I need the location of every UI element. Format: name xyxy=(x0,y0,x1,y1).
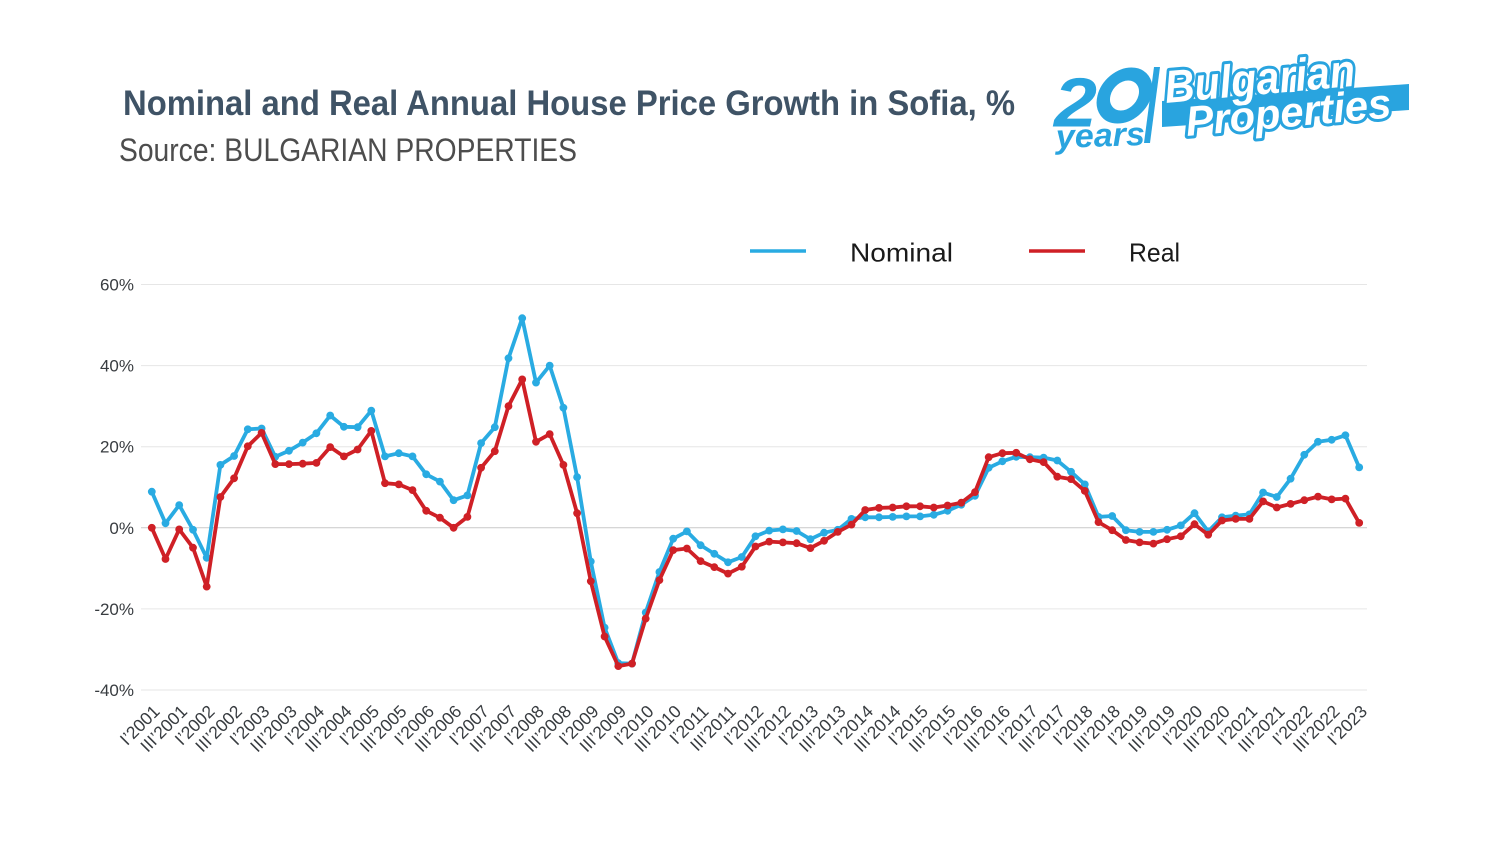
svg-text:40%: 40% xyxy=(100,357,134,376)
svg-text:2: 2 xyxy=(1052,64,1097,142)
svg-text:60%: 60% xyxy=(100,276,134,295)
svg-text:Nominal: Nominal xyxy=(850,238,953,268)
svg-text:20%: 20% xyxy=(100,438,134,457)
svg-text:Source: BULGARIAN PROPERTIES: Source: BULGARIAN PROPERTIES xyxy=(119,132,577,168)
svg-text:Nominal and Real Annual House: Nominal and Real Annual House Price Grow… xyxy=(123,84,1015,123)
svg-text:0%: 0% xyxy=(109,519,134,538)
svg-text:Real: Real xyxy=(1129,238,1180,268)
svg-text:-20%: -20% xyxy=(94,600,134,619)
svg-text:years: years xyxy=(1053,115,1145,155)
svg-text:-40%: -40% xyxy=(94,681,134,700)
